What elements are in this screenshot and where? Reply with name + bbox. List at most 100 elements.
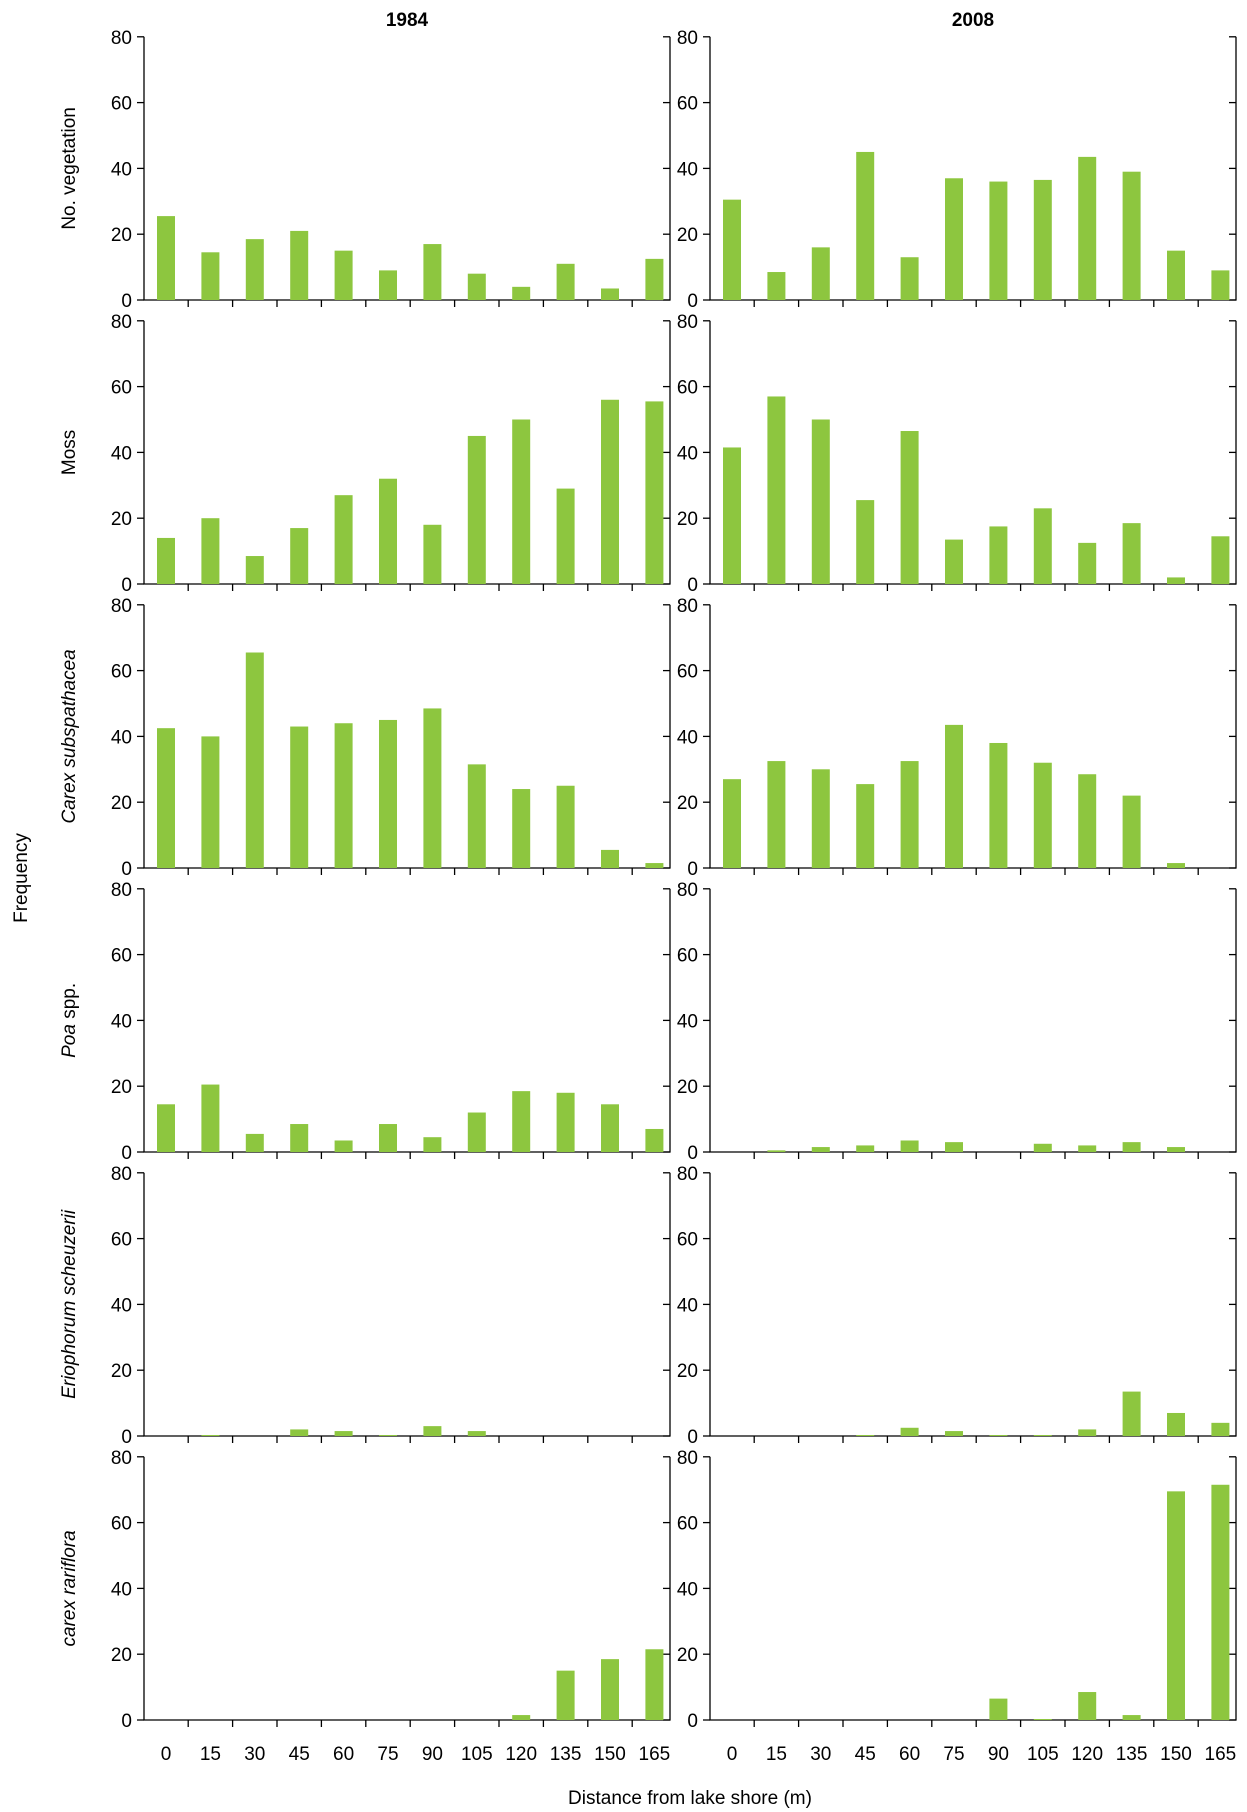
row-label: No. vegetation	[59, 107, 80, 230]
y-tick-label: 40	[111, 443, 132, 464]
bar-120	[512, 419, 531, 584]
y-tick-label: 80	[677, 596, 698, 617]
bar-165	[645, 863, 664, 868]
panel-frame	[709, 36, 1237, 301]
y-tick-label: 20	[111, 1077, 132, 1098]
bar-90	[989, 181, 1008, 300]
bar-45	[290, 230, 309, 300]
bar-105	[467, 1112, 486, 1152]
bar-60	[900, 1140, 919, 1152]
bar-135	[556, 488, 575, 584]
bar-60	[900, 761, 919, 868]
bar-150	[601, 1659, 619, 1720]
bar-135	[1122, 1715, 1141, 1720]
x-tick-label: 135	[550, 1744, 582, 1765]
bar-150	[601, 288, 619, 300]
bar-120	[1078, 542, 1097, 584]
bar-75	[945, 1142, 963, 1152]
x-tick-label: 75	[377, 1744, 398, 1765]
x-tick-label: 150	[594, 1744, 626, 1765]
bar-15	[201, 252, 220, 300]
bar-90	[423, 1137, 442, 1152]
bar-30	[245, 652, 264, 868]
y-axis-title: Frequency	[11, 833, 32, 923]
bar-150	[1167, 250, 1185, 300]
bar-120	[512, 789, 531, 868]
bar-75	[379, 1124, 397, 1152]
y-tick-label: 80	[111, 880, 132, 901]
bar-0	[157, 537, 175, 584]
bar-90	[423, 244, 442, 300]
bar-75	[379, 719, 397, 868]
panel-frame	[709, 604, 1237, 869]
bar-30	[811, 419, 830, 584]
bar-165	[1211, 270, 1230, 300]
x-tick-label: 30	[244, 1744, 265, 1765]
bar-60	[900, 257, 919, 300]
y-tick-label: 0	[687, 859, 698, 880]
bar-0	[723, 779, 741, 868]
bar-165	[645, 1649, 664, 1720]
bar-105	[1033, 1143, 1052, 1152]
panel-frame	[709, 320, 1237, 585]
row-label: Moss	[59, 430, 80, 475]
y-tick-label: 20	[677, 1361, 698, 1382]
bar-135	[556, 1670, 575, 1720]
bar-30	[245, 556, 264, 584]
x-tick-label: 45	[855, 1744, 876, 1765]
column-title-2008: 2008	[952, 10, 994, 31]
bar-60	[334, 723, 353, 868]
bar-0	[157, 728, 175, 868]
y-tick-label: 20	[677, 1645, 698, 1666]
row-label: Carex subspathacea	[59, 649, 80, 823]
bar-135	[556, 1092, 575, 1152]
panel-frame	[709, 1456, 1237, 1721]
bar-165	[645, 1128, 664, 1152]
bar-30	[245, 239, 264, 300]
bar-165	[1211, 1484, 1230, 1720]
bar-90	[423, 524, 442, 584]
y-tick-label: 60	[677, 946, 698, 967]
x-tick-label: 135	[1116, 1744, 1148, 1765]
y-tick-label: 60	[111, 378, 132, 399]
y-tick-label: 80	[677, 1164, 698, 1185]
y-tick-label: 40	[111, 1295, 132, 1316]
panel-moss-1984: 0 20 40 60 80	[111, 312, 671, 596]
bar-15	[201, 1084, 220, 1152]
y-tick-label: 60	[677, 94, 698, 115]
x-tick-label: 30	[810, 1744, 831, 1765]
y-tick-label: 0	[121, 1711, 132, 1732]
x-tick-label: 15	[200, 1744, 221, 1765]
y-tick-label: 60	[111, 1514, 132, 1535]
bar-60	[334, 250, 353, 300]
y-tick-label: 20	[111, 509, 132, 530]
bar-15	[767, 272, 786, 300]
panel-carex-subspathacea-1984: 0 20 40 60 80	[111, 596, 671, 880]
x-tick-label: 60	[333, 1744, 354, 1765]
x-axis-title: Distance from lake shore (m)	[568, 1788, 812, 1809]
y-tick-label: 80	[111, 312, 132, 333]
bar-0	[723, 199, 741, 300]
y-tick-label: 80	[111, 596, 132, 617]
y-tick-label: 80	[111, 1448, 132, 1469]
bar-15	[767, 1150, 786, 1152]
bar-45	[856, 784, 875, 868]
bar-15	[767, 761, 786, 868]
y-tick-label: 40	[677, 1579, 698, 1600]
bar-105	[467, 1431, 486, 1436]
y-tick-label: 40	[111, 1579, 132, 1600]
bar-150	[1167, 577, 1185, 584]
row-label: Eriophorum scheuzerii	[59, 1209, 80, 1399]
panel-poa-spp--1984: 0 20 40 60 80	[111, 880, 671, 1164]
bar-135	[556, 263, 575, 300]
y-tick-label: 60	[677, 1514, 698, 1535]
bar-105	[1033, 1719, 1052, 1720]
bar-120	[512, 1091, 531, 1152]
y-tick-label: 0	[687, 575, 698, 596]
panel-eriophorum-scheuzerii-1984: 0 20 40 60 80	[111, 1164, 671, 1448]
column-title-1984: 1984	[386, 10, 429, 31]
bar-30	[811, 769, 830, 868]
bar-165	[645, 258, 664, 300]
x-tick-label: 120	[1071, 1744, 1103, 1765]
